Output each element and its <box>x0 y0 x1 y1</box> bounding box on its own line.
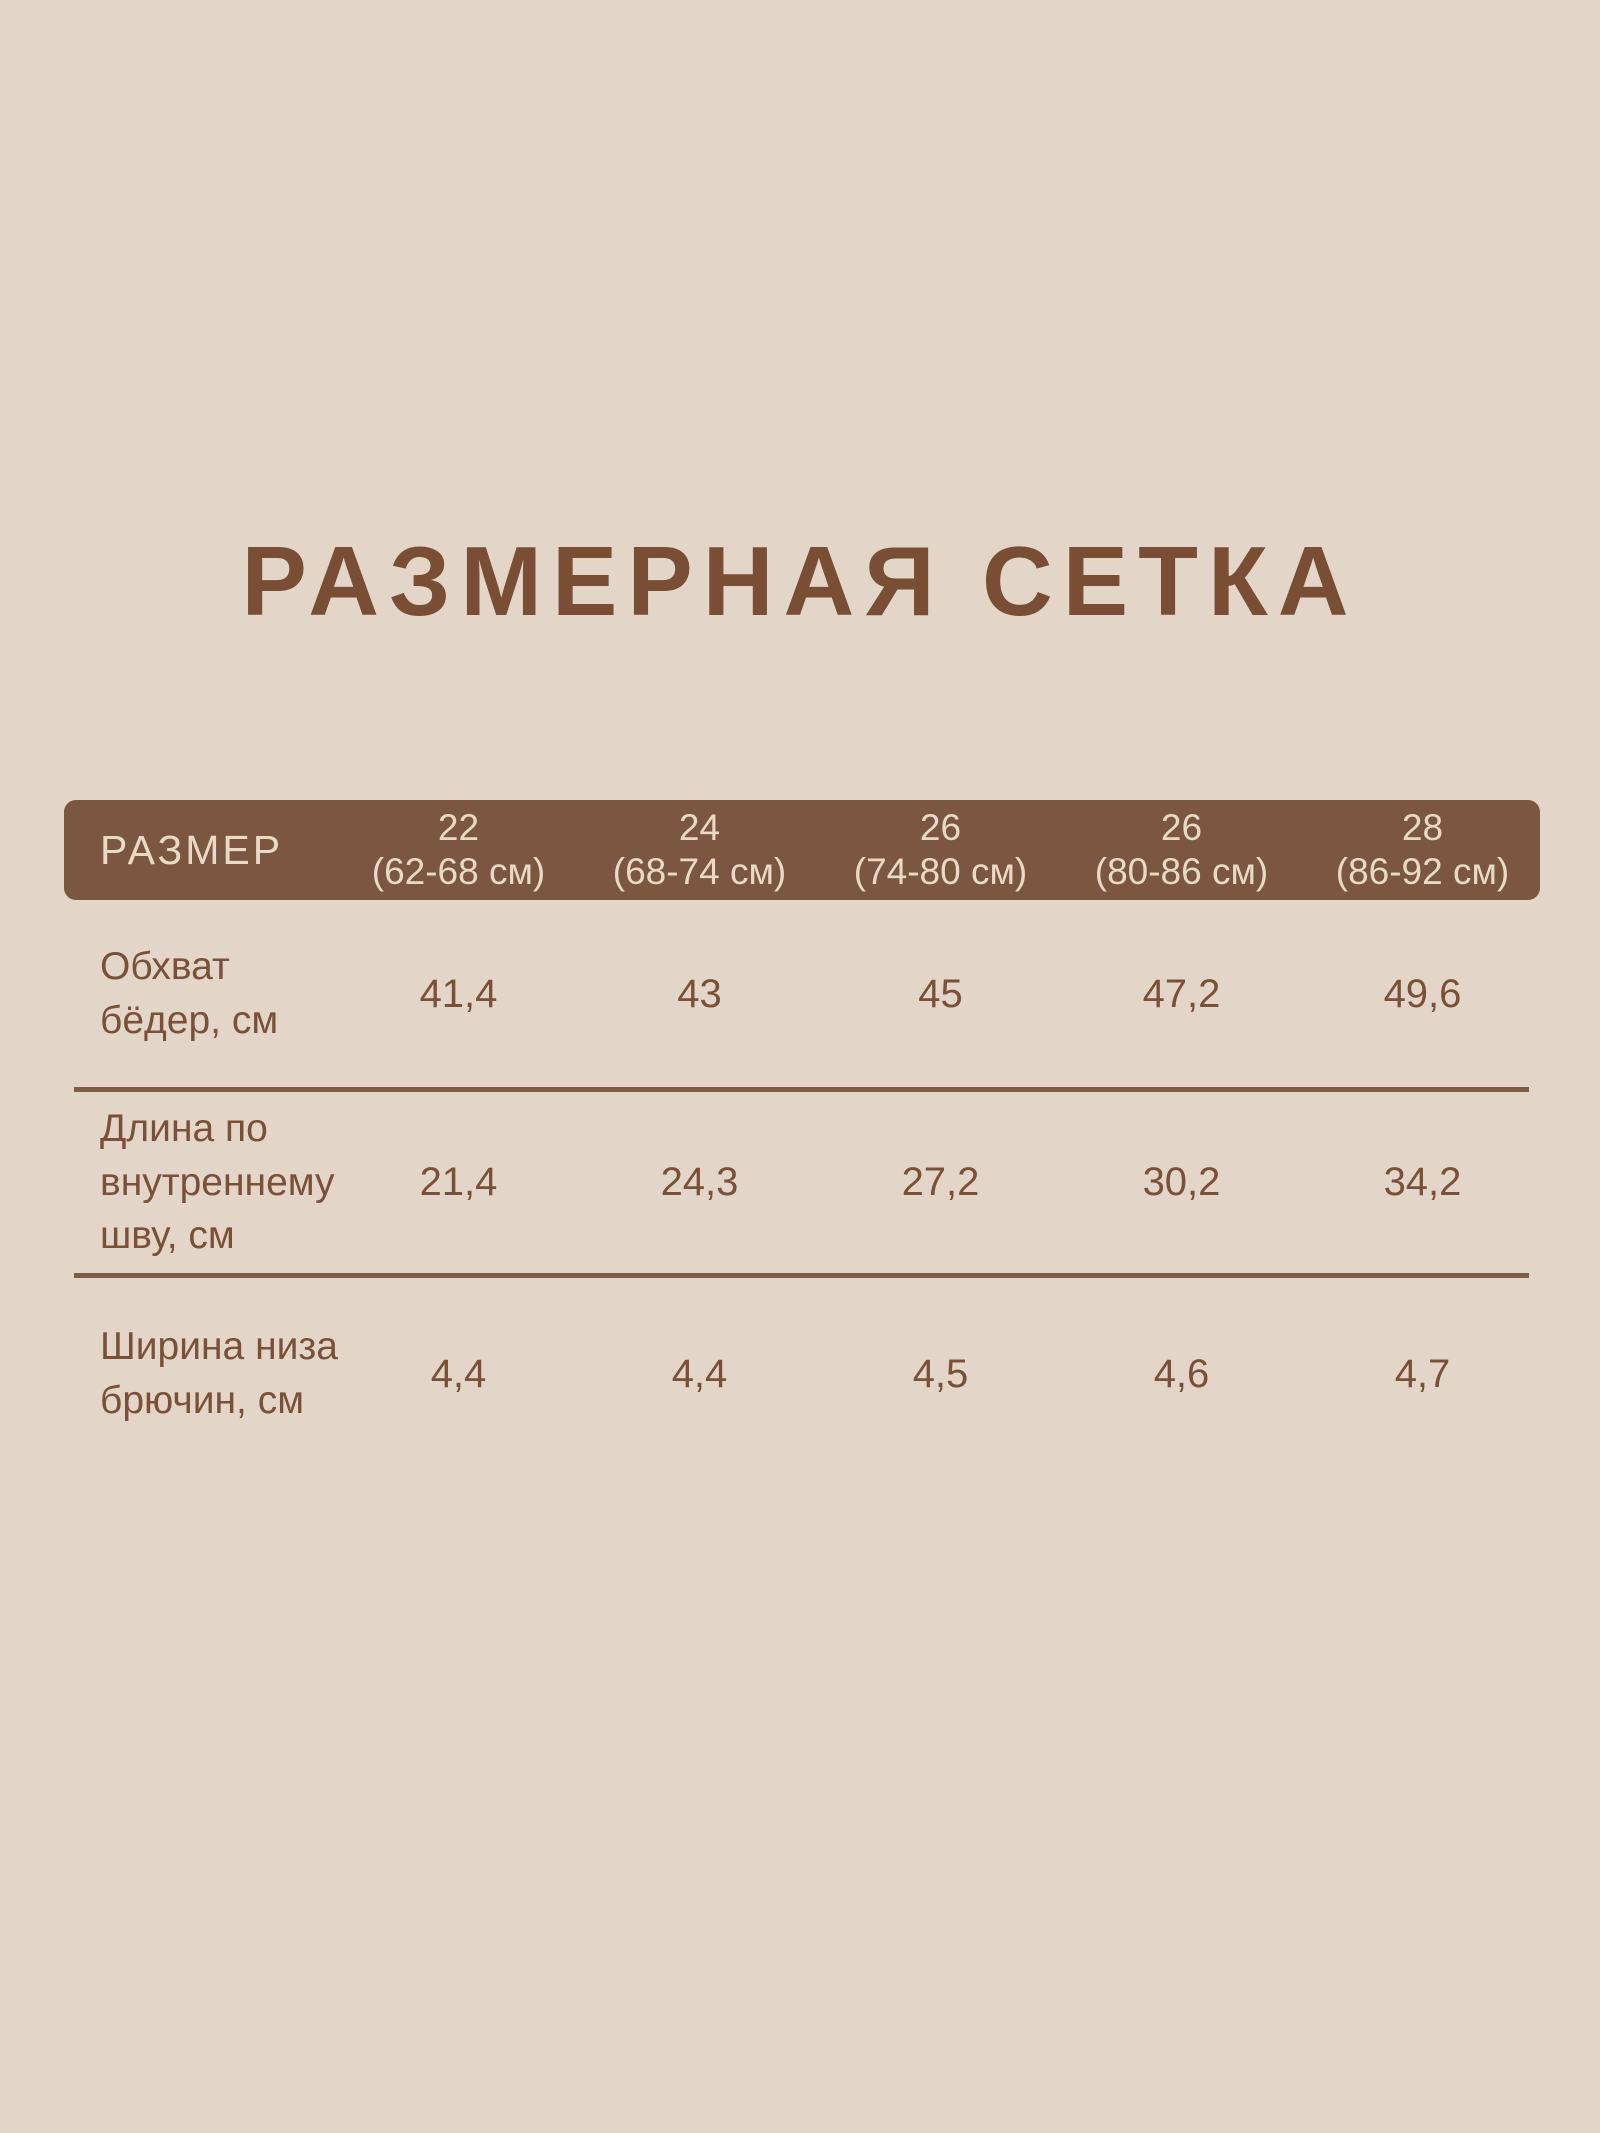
value-cell: 4,4 <box>671 1351 728 1396</box>
column-range: (80-86 см) <box>1094 851 1269 892</box>
row-label: Ширина низа брючин, см <box>100 1325 338 1422</box>
size-row-header: РАЗМЕР <box>100 826 284 873</box>
value-cell: 4,7 <box>1394 1351 1451 1396</box>
column-header-26b: 26 (80-86 см) <box>1061 806 1302 895</box>
table-row-leg-width: Ширина низа брючин, см 4,4 4,4 4,5 4,6 4… <box>64 1278 1540 1470</box>
value-cell: 34,2 <box>1383 1160 1462 1204</box>
column-size: 26 <box>1160 806 1203 848</box>
row-label: Длина по внутреннему шву, см <box>100 1106 335 1258</box>
row-divider <box>74 1087 1529 1092</box>
value-cell: 30,2 <box>1142 1160 1221 1204</box>
value-cell: 27,2 <box>901 1160 980 1204</box>
table-header-row: РАЗМЕР 22 (62-68 см) 24 (68-74 см) 26 (7… <box>64 800 1540 900</box>
value-cell: 21,4 <box>419 1160 498 1204</box>
column-size: 28 <box>1401 806 1444 848</box>
table-row-inseam: Длина по внутреннему шву, см 21,4 24,3 2… <box>64 1092 1540 1273</box>
column-range: (86-92 см) <box>1335 851 1510 892</box>
value-cell: 4,5 <box>912 1351 969 1396</box>
column-header-28: 28 (86-92 см) <box>1302 806 1543 895</box>
value-cell: 24,3 <box>660 1160 739 1204</box>
column-size: 22 <box>437 806 480 848</box>
column-header-24: 24 (68-74 см) <box>579 806 820 895</box>
value-cell: 43 <box>677 971 722 1016</box>
value-cell: 4,4 <box>430 1351 487 1396</box>
value-cell: 41,4 <box>419 971 498 1016</box>
value-cell: 47,2 <box>1142 971 1221 1016</box>
column-header-26a: 26 (74-80 см) <box>820 806 1061 895</box>
value-cell: 49,6 <box>1383 971 1462 1016</box>
table-header-bar: РАЗМЕР 22 (62-68 см) 24 (68-74 см) 26 (7… <box>64 800 1540 900</box>
row-divider <box>74 1273 1529 1278</box>
column-size: 26 <box>919 806 962 848</box>
page-title: РАЗМЕРНАЯ СЕТКА <box>241 526 1359 636</box>
column-range: (62-68 см) <box>371 851 546 892</box>
table-row-hips: Обхват бёдер, см 41,4 43 45 47,2 49,6 <box>64 900 1540 1088</box>
row-label: Обхват бёдер, см <box>100 945 279 1042</box>
column-range: (68-74 см) <box>612 851 787 892</box>
column-size: 24 <box>678 806 721 848</box>
column-header-22: 22 (62-68 см) <box>338 806 579 895</box>
value-cell: 4,6 <box>1153 1351 1210 1396</box>
value-cell: 45 <box>918 971 963 1016</box>
column-range: (74-80 см) <box>853 851 1028 892</box>
